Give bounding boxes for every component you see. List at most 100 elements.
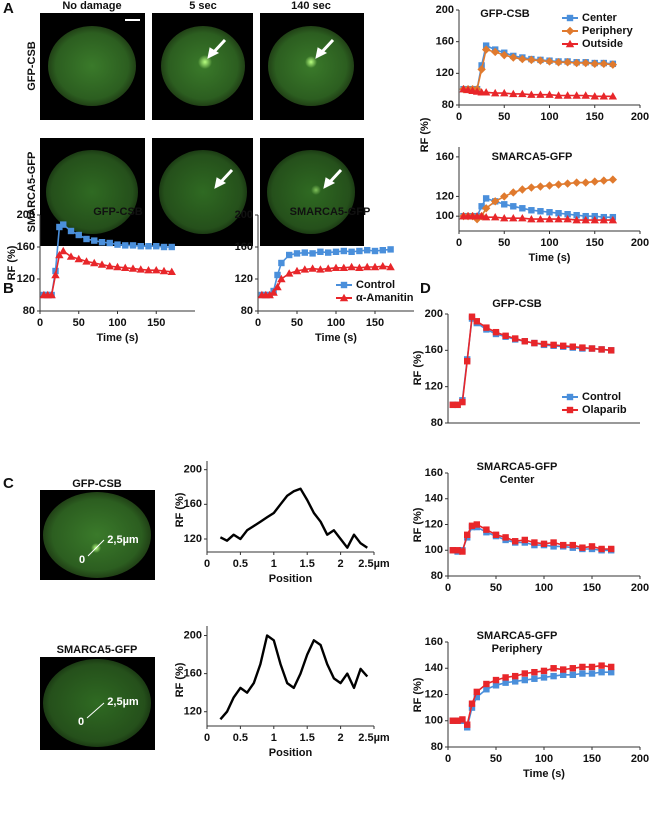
x-tick-label: 1 bbox=[271, 558, 277, 570]
x-tick-label: 0 bbox=[255, 317, 261, 329]
y-tick-label: 120 bbox=[184, 533, 202, 545]
y-tick-label: 160 bbox=[425, 344, 443, 356]
scan-start: 0 bbox=[78, 716, 84, 728]
y-axis-label: RF (%) bbox=[174, 662, 186, 697]
scan-end: 2,5µm bbox=[107, 534, 139, 546]
marker bbox=[540, 674, 548, 681]
marker bbox=[512, 672, 519, 680]
marker bbox=[449, 401, 456, 409]
series-line bbox=[219, 634, 369, 721]
marker bbox=[477, 65, 486, 74]
marker bbox=[387, 246, 394, 253]
marker bbox=[309, 250, 316, 257]
marker bbox=[518, 89, 527, 98]
marker bbox=[56, 223, 63, 231]
marker bbox=[519, 205, 526, 212]
marker bbox=[114, 241, 121, 248]
marker bbox=[473, 318, 480, 325]
marker bbox=[265, 290, 274, 299]
x-axis-label: Position bbox=[269, 747, 313, 759]
marker bbox=[136, 265, 145, 273]
chart-title: SMARCA5-GFP bbox=[492, 151, 573, 163]
marker bbox=[572, 91, 581, 99]
marker bbox=[573, 211, 580, 219]
marker bbox=[608, 215, 618, 224]
marker bbox=[563, 214, 572, 223]
marker bbox=[316, 265, 325, 273]
marker bbox=[492, 531, 500, 538]
marker bbox=[152, 266, 161, 274]
marker bbox=[608, 663, 615, 671]
x-tick-label: 100 bbox=[535, 582, 553, 594]
x-axis-label: Time (s) bbox=[97, 332, 139, 344]
marker bbox=[500, 192, 509, 201]
marker bbox=[47, 290, 56, 299]
marker bbox=[481, 212, 491, 221]
y-axis-label: RF (%) bbox=[412, 350, 424, 385]
y-tick-label: 80 bbox=[241, 305, 253, 317]
y-tick-label: 120 bbox=[436, 67, 454, 79]
y-tick-label: 120 bbox=[425, 688, 443, 700]
legend-marker bbox=[339, 293, 349, 302]
y-tick-label: 80 bbox=[23, 305, 35, 317]
legend-label: Outside bbox=[582, 38, 623, 50]
marker bbox=[113, 262, 122, 271]
x-tick-label: 1 bbox=[271, 732, 277, 744]
marker bbox=[269, 288, 278, 296]
marker bbox=[560, 541, 567, 549]
marker bbox=[491, 197, 500, 206]
x-tick-label: 150 bbox=[147, 317, 165, 329]
chart-title: GFP-CSB bbox=[492, 298, 542, 310]
chart-title: GFP-CSB bbox=[480, 8, 530, 20]
chart-title: SMARCA5-GFP bbox=[290, 206, 371, 218]
y-axis-label: RF (%) bbox=[174, 492, 186, 527]
marker bbox=[301, 249, 308, 256]
column-label: No damage bbox=[62, 0, 121, 12]
x-tick-label: 1.5 bbox=[300, 558, 315, 570]
marker bbox=[481, 45, 491, 54]
marker bbox=[531, 675, 538, 682]
marker bbox=[379, 247, 386, 254]
scan-end: 2,5µm bbox=[107, 696, 139, 708]
marker bbox=[554, 180, 563, 189]
marker bbox=[518, 213, 527, 222]
marker bbox=[286, 251, 293, 259]
legend-label: α-Amanitin bbox=[356, 292, 414, 304]
marker bbox=[473, 688, 480, 696]
legend-marker bbox=[565, 39, 575, 48]
x-tick-label: 100 bbox=[540, 111, 558, 123]
y-tick-label: 140 bbox=[425, 493, 443, 505]
marker bbox=[454, 547, 461, 554]
marker bbox=[540, 540, 548, 548]
marker bbox=[531, 539, 538, 546]
x-tick-label: 0.5 bbox=[233, 732, 248, 744]
marker bbox=[144, 266, 153, 274]
marker bbox=[91, 237, 98, 244]
x-tick-label: 0 bbox=[456, 237, 462, 249]
marker bbox=[449, 547, 456, 554]
marker bbox=[590, 177, 599, 186]
y-tick-label: 80 bbox=[431, 570, 443, 582]
x-tick-label: 200 bbox=[631, 753, 649, 765]
marker bbox=[500, 213, 509, 222]
marker bbox=[481, 88, 491, 96]
x-tick-label: 50 bbox=[73, 317, 85, 329]
marker bbox=[521, 676, 528, 684]
marker bbox=[60, 221, 67, 228]
marker bbox=[509, 213, 518, 222]
marker bbox=[563, 179, 572, 188]
marker bbox=[536, 214, 545, 223]
marker bbox=[300, 265, 309, 273]
marker bbox=[468, 313, 476, 320]
marker bbox=[521, 536, 528, 544]
legend-marker bbox=[340, 281, 348, 289]
marker bbox=[527, 55, 536, 65]
marker bbox=[569, 671, 576, 679]
x-tick-label: 100 bbox=[535, 753, 553, 765]
marker bbox=[608, 347, 615, 354]
x-tick-label: 2.5µm bbox=[358, 558, 390, 570]
x-tick-label: 150 bbox=[586, 237, 604, 249]
y-axis-label: RF (%) bbox=[412, 677, 424, 712]
marker bbox=[74, 254, 83, 263]
